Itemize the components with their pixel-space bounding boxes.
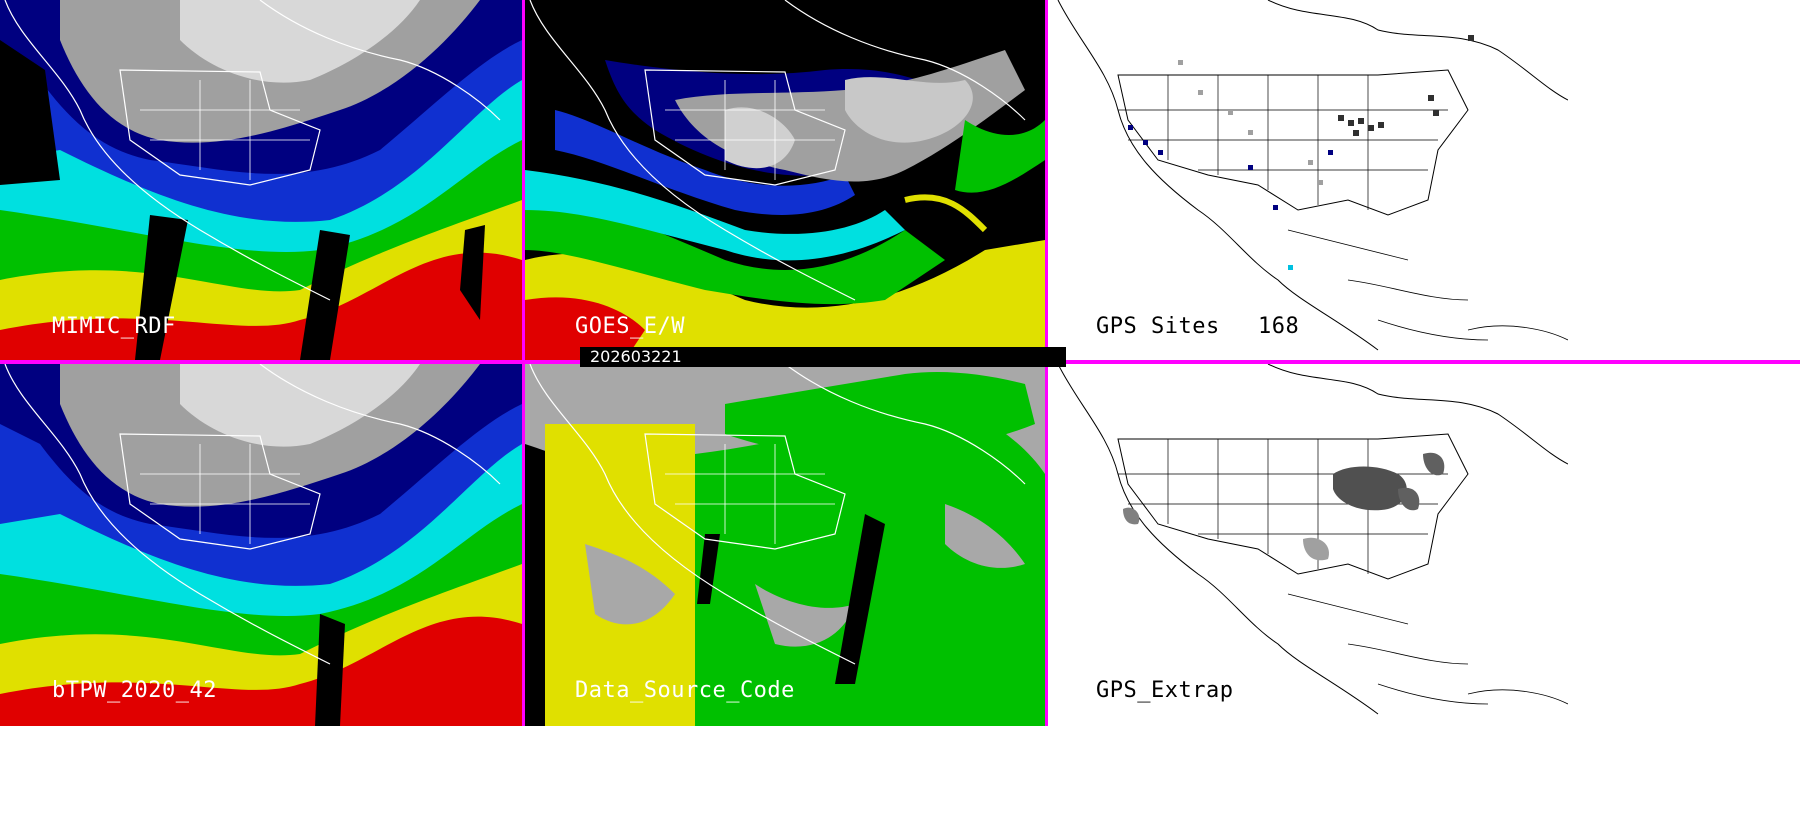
panel-label: GOES_E/W (575, 314, 685, 339)
tpw-field-image (0, 0, 522, 360)
map-panel-goes-ew: GOES_E/W (525, 0, 1045, 360)
timestamp-bar: 202603221 (580, 347, 1066, 367)
panel-label: GPS Sites (1096, 314, 1220, 339)
map-panel-gps-sites: GPS Sites 168 (1048, 0, 1568, 360)
map-panel-btpw: bTPW_2020_42 (0, 364, 522, 726)
goes-tpw-image (525, 0, 1045, 360)
tpw-field-image (0, 364, 522, 726)
panel-label: bTPW_2020_42 (52, 678, 217, 703)
data-source-image (525, 364, 1045, 726)
map-panel-mimic-rdf: MIMIC_RDF (0, 0, 522, 360)
panel-label: Data_Source_Code (575, 678, 795, 703)
map-panel-gps-extrap: GPS_Extrap (1048, 364, 1568, 726)
gps-extrap-map (1048, 364, 1568, 726)
map-panel-data-source-code: Data_Source_Code (525, 364, 1045, 726)
panel-label: GPS_Extrap (1096, 678, 1234, 703)
gps-sites-map (1048, 0, 1568, 360)
panel-label: MIMIC_RDF (52, 314, 176, 339)
gps-site-count: 168 (1258, 314, 1300, 339)
